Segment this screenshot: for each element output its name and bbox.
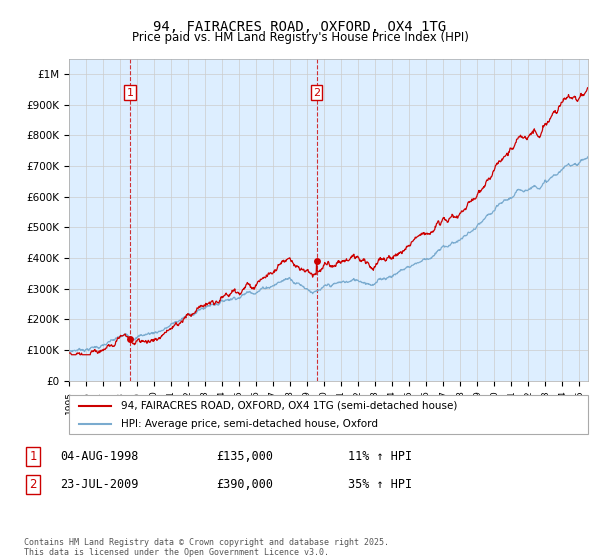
Text: 94, FAIRACRES ROAD, OXFORD, OX4 1TG: 94, FAIRACRES ROAD, OXFORD, OX4 1TG (154, 20, 446, 34)
Text: £135,000: £135,000 (216, 450, 273, 463)
FancyBboxPatch shape (69, 395, 588, 434)
Text: 23-JUL-2009: 23-JUL-2009 (60, 478, 139, 491)
Text: 1: 1 (29, 450, 37, 463)
Text: HPI: Average price, semi-detached house, Oxford: HPI: Average price, semi-detached house,… (121, 419, 378, 429)
Text: 35% ↑ HPI: 35% ↑ HPI (348, 478, 412, 491)
Text: £390,000: £390,000 (216, 478, 273, 491)
Text: 04-AUG-1998: 04-AUG-1998 (60, 450, 139, 463)
Text: Contains HM Land Registry data © Crown copyright and database right 2025.
This d: Contains HM Land Registry data © Crown c… (24, 538, 389, 557)
Text: 94, FAIRACRES ROAD, OXFORD, OX4 1TG (semi-detached house): 94, FAIRACRES ROAD, OXFORD, OX4 1TG (sem… (121, 401, 457, 411)
Text: 1: 1 (127, 87, 133, 97)
Text: Price paid vs. HM Land Registry's House Price Index (HPI): Price paid vs. HM Land Registry's House … (131, 31, 469, 44)
Text: 11% ↑ HPI: 11% ↑ HPI (348, 450, 412, 463)
Text: 2: 2 (313, 87, 320, 97)
Text: 2: 2 (29, 478, 37, 491)
